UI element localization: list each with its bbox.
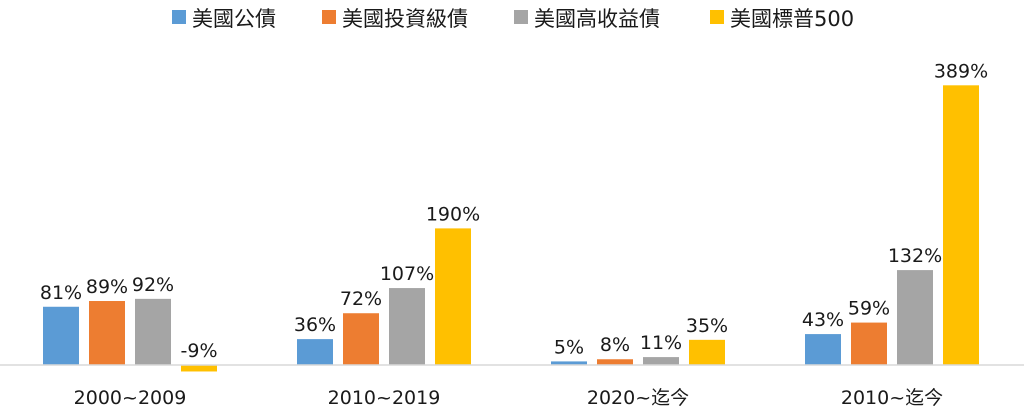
bar-3-2 bbox=[897, 270, 933, 365]
bar-0-0 bbox=[43, 306, 79, 365]
bar-2-1 bbox=[597, 359, 633, 365]
x-tick-label-0: 2000~2009 bbox=[74, 387, 187, 409]
data-label-3-2: 132% bbox=[888, 245, 942, 267]
bar-3-3 bbox=[943, 85, 979, 366]
bar-1-3 bbox=[435, 228, 471, 365]
data-label-2-0: 5% bbox=[554, 336, 584, 358]
legend-label-0: 美國公債 bbox=[192, 7, 276, 31]
data-label-3-3: 389% bbox=[934, 60, 988, 82]
legend-label-1: 美國投資級債 bbox=[342, 7, 468, 31]
data-label-1-3: 190% bbox=[426, 203, 480, 225]
data-label-0-2: 92% bbox=[132, 274, 174, 296]
data-label-1-1: 72% bbox=[340, 288, 382, 310]
data-label-2-2: 11% bbox=[640, 332, 682, 354]
legend-swatch-3 bbox=[710, 10, 724, 24]
legend-swatch-1 bbox=[322, 10, 336, 24]
bar-2-3 bbox=[689, 339, 725, 365]
bar-3-0 bbox=[805, 334, 841, 365]
bar-1-1 bbox=[343, 313, 379, 365]
bar-2-2 bbox=[643, 357, 679, 365]
x-tick-label-2: 2020~迄今 bbox=[587, 387, 689, 409]
data-label-3-0: 43% bbox=[802, 309, 844, 331]
data-label-0-0: 81% bbox=[40, 282, 82, 304]
data-label-0-1: 89% bbox=[86, 276, 128, 298]
legend-swatch-0 bbox=[172, 10, 186, 24]
chart-bars bbox=[43, 85, 979, 372]
data-label-1-2: 107% bbox=[380, 263, 434, 285]
x-tick-label-3: 2010~迄今 bbox=[841, 387, 943, 409]
bar-0-2 bbox=[135, 298, 171, 365]
data-label-0-3: -9% bbox=[181, 340, 218, 362]
legend-swatch-2 bbox=[514, 10, 528, 24]
bar-1-0 bbox=[297, 339, 333, 365]
data-label-2-3: 35% bbox=[686, 315, 728, 337]
data-label-2-1: 8% bbox=[600, 334, 630, 356]
x-axis-tick-labels: 2000~2009 2010~2019 2020~迄今 2010~迄今 bbox=[74, 387, 943, 409]
bar-1-2 bbox=[389, 288, 425, 365]
bar-0-1 bbox=[89, 301, 125, 365]
data-label-3-1: 59% bbox=[848, 298, 890, 320]
bar-3-1 bbox=[851, 322, 887, 365]
legend-label-3: 美國標普500 bbox=[730, 7, 854, 31]
legend-label-2: 美國高收益債 bbox=[534, 7, 660, 31]
chart-legend: 美國公債 美國投資級債 美國高收益債 美國標普500 bbox=[172, 7, 854, 31]
chart-data-labels: 81% 89% 92% -9% 36%72% 107% 190% 5% 8% 11%35% 43%5… bbox=[40, 60, 988, 362]
x-tick-label-1: 2010~2019 bbox=[328, 387, 441, 409]
bar-2-0 bbox=[551, 361, 587, 365]
bar-0-3 bbox=[181, 365, 217, 372]
data-label-1-0: 36% bbox=[294, 314, 336, 336]
